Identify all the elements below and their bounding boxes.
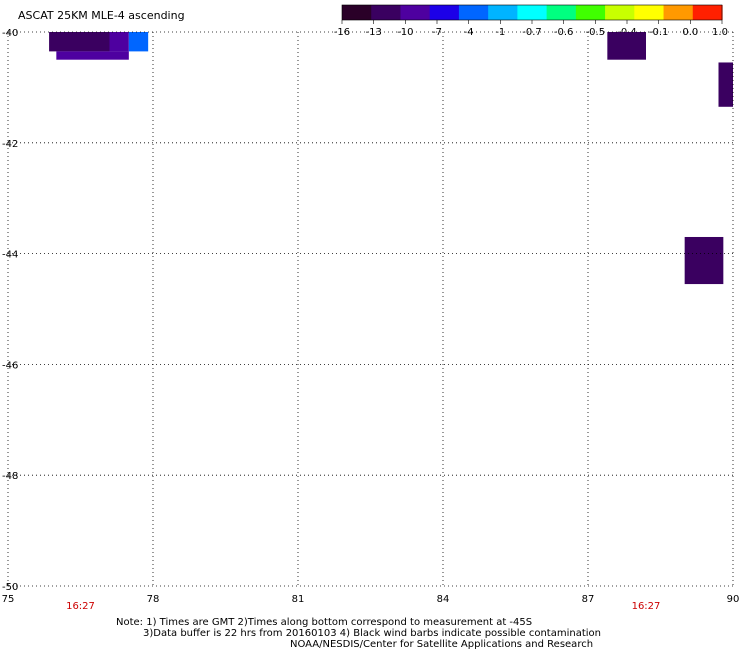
colorbar-label: -0.1 xyxy=(649,27,669,38)
lat-tick-label: -40 xyxy=(2,28,18,39)
colorbar-swatch xyxy=(488,5,518,20)
colorbar-label: 0.0 xyxy=(682,27,698,38)
colorbar-swatch xyxy=(429,5,460,20)
colorbar-swatch xyxy=(546,5,577,20)
data-cell xyxy=(684,236,724,285)
colorbar-swatch xyxy=(575,5,606,20)
lat-tick-label: -48 xyxy=(2,471,18,482)
data-cell xyxy=(128,32,149,52)
lon-tick-label: 84 xyxy=(437,594,450,605)
lat-tick-label: -44 xyxy=(2,250,18,261)
colorbar-label: -7 xyxy=(432,27,442,38)
colorbar-swatch xyxy=(634,5,665,20)
colorbar-swatch xyxy=(692,5,723,20)
colorbar-label: -1 xyxy=(495,27,505,38)
data-cell xyxy=(109,32,129,52)
colorbar-label: -4 xyxy=(464,27,474,38)
note-line-2: 3)Data buffer is 22 hrs from 20160103 4)… xyxy=(143,628,601,639)
lat-tick-label: -46 xyxy=(2,360,18,371)
lon-tick-label: 87 xyxy=(582,594,595,605)
data-cell xyxy=(607,32,646,60)
lon-tick-label: 90 xyxy=(727,594,740,605)
data-cell xyxy=(56,51,129,60)
time-label: 16:27 xyxy=(632,601,661,612)
time-label: 16:27 xyxy=(66,601,95,612)
colorbar-swatch xyxy=(517,5,548,20)
map-title: ASCAT 25KM MLE-4 ascending xyxy=(18,9,185,22)
lat-tick-label: -42 xyxy=(2,139,18,150)
colorbar-label: -16 xyxy=(334,27,350,38)
colorbar-swatch xyxy=(605,5,635,20)
lon-tick-label: 78 xyxy=(147,594,160,605)
note-line-3: NOAA/NESDIS/Center for Satellite Applica… xyxy=(290,639,594,650)
colorbar-swatch xyxy=(458,5,489,20)
colorbar-label: 1.0 xyxy=(712,27,728,38)
colorbar: -16-13-10-7-4-1-0.7-0.6-0.5-0.4-0.10.01.… xyxy=(334,4,728,38)
colorbar-label: -0.6 xyxy=(554,27,574,38)
data-cell xyxy=(718,62,733,107)
lon-tick-label: 81 xyxy=(292,594,305,605)
colorbar-swatch xyxy=(663,5,694,20)
lon-tick-label: 75 xyxy=(2,594,15,605)
colorbar-label: -10 xyxy=(397,27,413,38)
colorbar-label: -0.5 xyxy=(586,27,606,38)
colorbar-swatch xyxy=(371,5,402,20)
colorbar-swatch xyxy=(400,5,431,20)
colorbar-swatch xyxy=(342,5,372,20)
colorbar-label: -0.7 xyxy=(522,27,542,38)
data-cell xyxy=(49,32,110,52)
note-line-1: Note: 1) Times are GMT 2)Times along bot… xyxy=(116,617,533,628)
lat-tick-label: -50 xyxy=(2,582,18,593)
colorbar-label: -13 xyxy=(365,27,381,38)
